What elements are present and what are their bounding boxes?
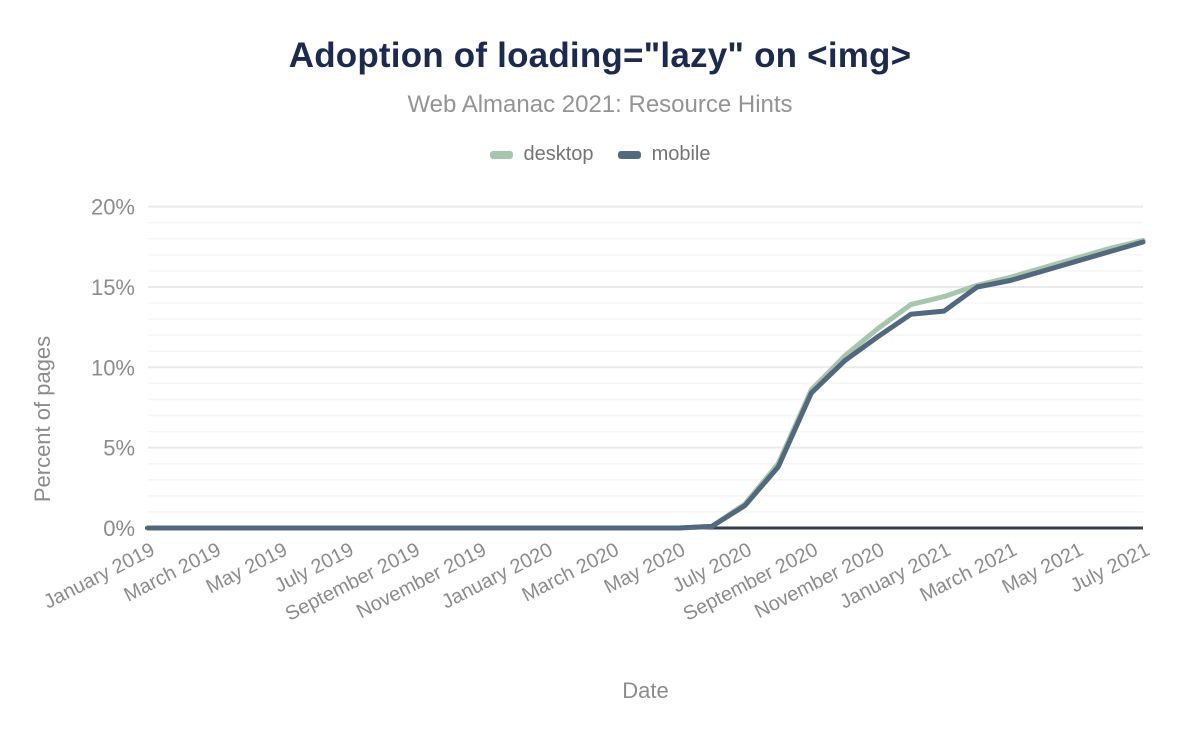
- x-axis-title: Date: [622, 678, 668, 703]
- mobile-series-line: [145, 239, 1146, 531]
- y-axis-tick-label: 0%: [103, 516, 135, 541]
- y-axis-title: Percent of pages: [30, 336, 55, 502]
- legend: desktop mobile: [0, 143, 1200, 166]
- mobile-series-swatch: [617, 150, 641, 159]
- chart-title: Adoption of loading="lazy" on <img>: [288, 36, 912, 75]
- chart-subtitle: Web Almanac 2021: Resource Hints: [407, 91, 793, 118]
- y-axis-tick-label: 20%: [91, 195, 135, 220]
- mobile-legend-label: mobile: [651, 143, 711, 165]
- desktop-legend-label: desktop: [523, 143, 594, 165]
- legend-item-mobile[interactable]: mobile: [617, 143, 711, 166]
- y-axis-tick-label: 15%: [91, 275, 135, 300]
- y-axis-tick-label: 10%: [91, 355, 135, 380]
- desktop-series-swatch: [489, 150, 513, 159]
- legend-item-desktop[interactable]: desktop: [489, 143, 594, 166]
- y-axis-tick-label: 5%: [103, 436, 135, 461]
